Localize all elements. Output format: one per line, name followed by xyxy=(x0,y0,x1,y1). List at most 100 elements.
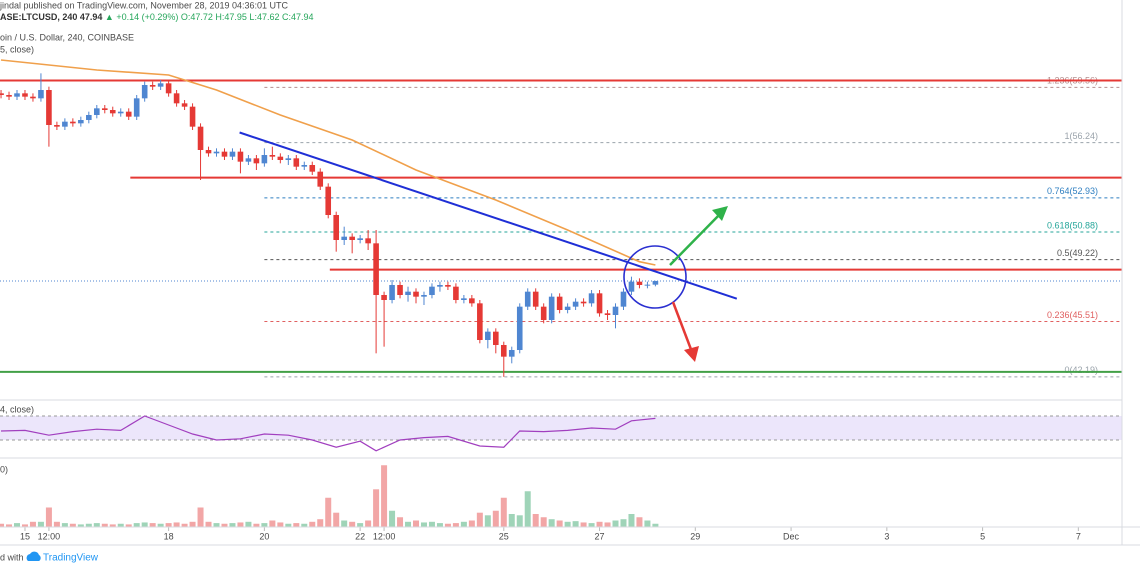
fib-label: 0(42.19) xyxy=(1064,365,1098,375)
candle-body xyxy=(38,90,44,99)
candle-body xyxy=(317,171,324,187)
candle-body xyxy=(221,151,228,157)
candle-body xyxy=(500,345,507,357)
volume-bar xyxy=(293,523,300,527)
candle-body xyxy=(333,215,340,240)
candle-body xyxy=(365,238,371,244)
x-tick-label: 5 xyxy=(980,531,985,541)
volume-bar xyxy=(173,522,180,527)
volume-bar xyxy=(117,523,124,527)
candle-body xyxy=(101,108,108,110)
candle-body xyxy=(556,296,563,310)
volume-bar xyxy=(373,489,380,527)
volume-bar xyxy=(141,522,148,527)
candle-body xyxy=(588,293,595,304)
volume-bar xyxy=(620,519,627,527)
candle-body xyxy=(508,350,515,357)
change: ▲ +0.14 (+0.29%) xyxy=(105,12,178,22)
volume-bar xyxy=(580,522,587,527)
symbol: ASE:LTCUSD, 240 xyxy=(0,12,77,22)
volume-bar xyxy=(397,517,404,527)
author-line: jindal published on TradingView.com, Nov… xyxy=(0,0,289,10)
candle-body xyxy=(477,303,483,340)
candle-body xyxy=(54,125,60,127)
volume-bar xyxy=(436,523,443,527)
volume-bar xyxy=(109,524,116,527)
candle-body xyxy=(125,111,132,117)
symbol-line: ASE:LTCUSD, 240 47.94 ▲ +0.14 (+0.29%) O… xyxy=(0,12,314,22)
candle-body xyxy=(580,301,587,304)
x-tick-label: 3 xyxy=(884,531,889,541)
volume-bar xyxy=(77,524,84,527)
volume-bar xyxy=(197,507,204,527)
volume-bar xyxy=(492,510,499,527)
fib-label: 0.618(50.88) xyxy=(1047,220,1098,230)
x-tick-label: 18 xyxy=(164,531,174,541)
volume-bar xyxy=(381,465,388,527)
candle-body xyxy=(141,85,148,99)
volume-bar xyxy=(325,497,332,527)
volume-bar xyxy=(85,523,92,527)
volume-bar xyxy=(405,521,412,527)
candle-body xyxy=(285,158,292,160)
candle-body xyxy=(516,306,523,350)
candle-body xyxy=(149,85,156,87)
candle-body xyxy=(628,281,635,292)
volume-bar xyxy=(37,521,44,527)
volume-bar xyxy=(636,517,643,527)
candle-body xyxy=(652,281,659,285)
candle-body xyxy=(0,93,4,95)
volume-bar xyxy=(189,521,196,527)
volume-bar xyxy=(333,512,340,527)
volume-bar xyxy=(277,522,284,527)
candle-body xyxy=(461,298,467,300)
candle-body xyxy=(189,106,196,127)
volume-bar xyxy=(6,524,13,527)
candle-body xyxy=(261,155,268,164)
price-pane-title: oin / U.S. Dollar, 240, COINBASE xyxy=(0,32,134,42)
volume-bar xyxy=(389,510,396,527)
x-tick-label: 25 xyxy=(499,531,509,541)
volume-bar xyxy=(460,521,467,527)
candle-body xyxy=(389,285,395,300)
volume-bar xyxy=(157,523,164,527)
volume-bar xyxy=(29,521,36,527)
candle-body xyxy=(181,103,188,107)
volume-bar xyxy=(0,523,5,527)
candle-body xyxy=(253,158,260,164)
volume-bar xyxy=(101,523,108,527)
volume-bar xyxy=(301,523,308,527)
candle-body xyxy=(445,285,451,287)
volume-bar xyxy=(532,514,539,527)
highlight-circle xyxy=(623,245,687,309)
candle-body xyxy=(620,291,627,307)
moving-average xyxy=(0,59,656,266)
candle-body xyxy=(301,165,308,167)
candle-body xyxy=(86,115,92,120)
volume-bar xyxy=(644,520,651,527)
volume-bar xyxy=(269,520,276,527)
volume-bar xyxy=(468,520,475,527)
volume-bar xyxy=(309,521,316,527)
candle-body xyxy=(548,296,555,320)
trendline xyxy=(239,131,738,300)
candle-body xyxy=(165,83,172,94)
candle-body xyxy=(93,108,100,115)
candle-body xyxy=(572,301,579,307)
volume-bar xyxy=(444,523,451,527)
brand-name: TradingView xyxy=(43,553,99,564)
candle-body xyxy=(62,121,68,127)
candle-body xyxy=(70,121,76,124)
candle-body xyxy=(109,110,116,114)
candle-body xyxy=(429,286,435,295)
volume-bar xyxy=(365,520,372,527)
volume-bar xyxy=(516,515,523,527)
volume-bar xyxy=(237,522,244,527)
volume-bar xyxy=(61,523,68,527)
fib-label: 1(56.24) xyxy=(1064,131,1098,141)
candle-body xyxy=(197,126,204,150)
down-arrow xyxy=(671,301,699,362)
volume-bar xyxy=(420,522,427,527)
brand-logo xyxy=(26,551,41,561)
